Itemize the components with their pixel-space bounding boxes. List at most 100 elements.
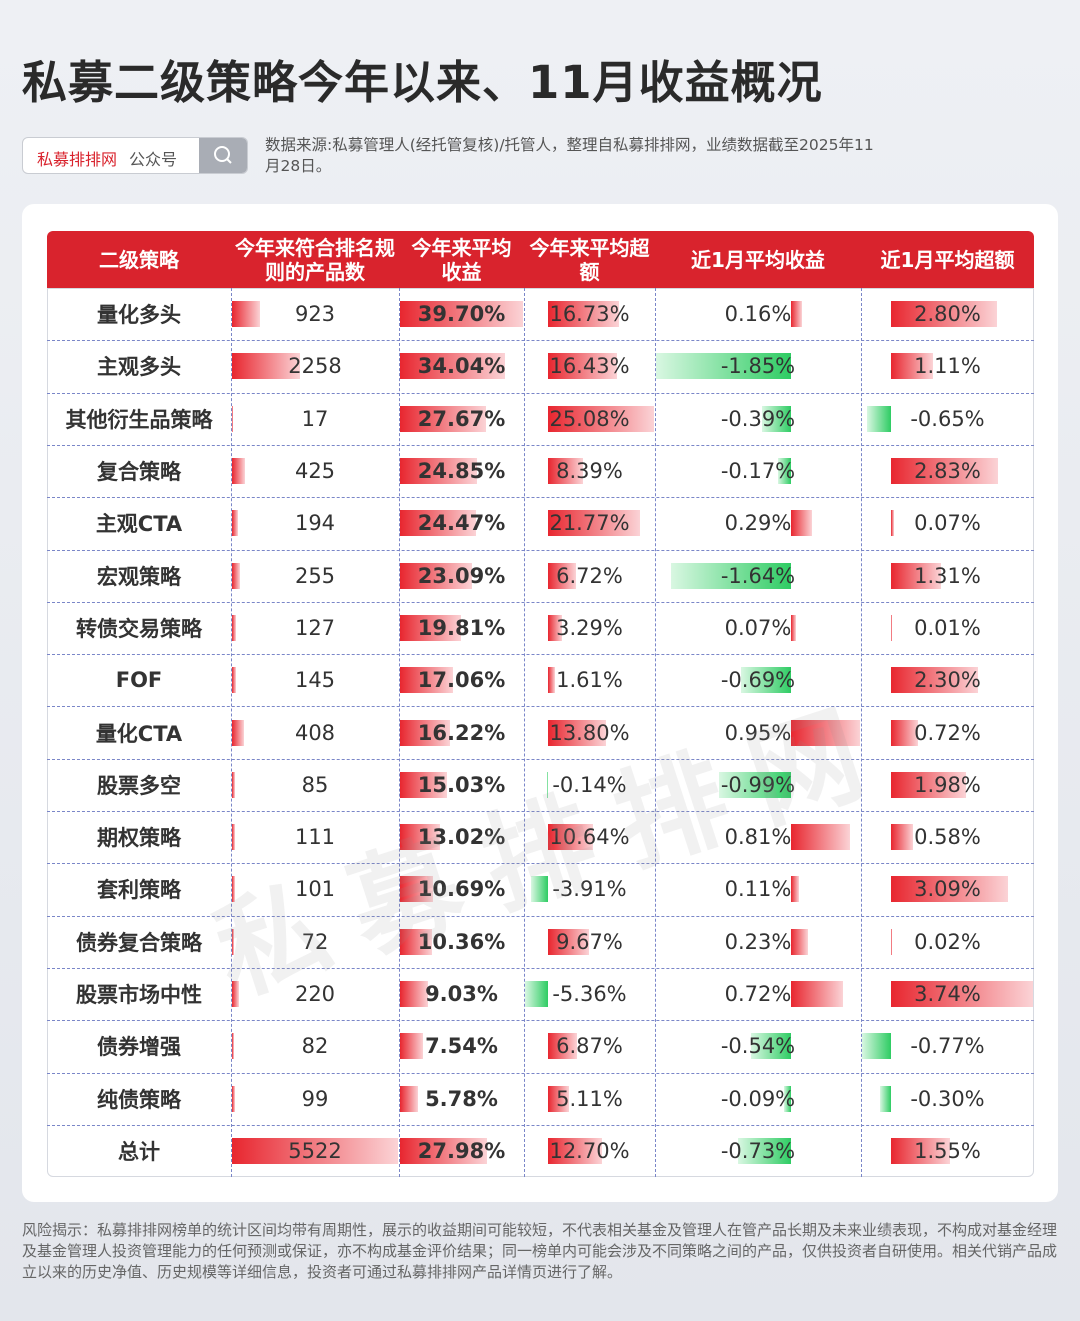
cell-value: -1.85%	[720, 354, 796, 379]
data-bar	[400, 667, 453, 694]
cell-value: 5.11%	[556, 1086, 623, 1111]
cell-value: 7.54%	[425, 1034, 498, 1059]
cell-value: 1.55%	[914, 1138, 981, 1163]
data-bar	[232, 876, 236, 903]
data-bar	[547, 301, 619, 328]
cell-value: 34.04%	[417, 354, 506, 379]
cell-value: 5522	[288, 1138, 342, 1163]
cell-value: 111	[294, 825, 336, 850]
cell-value: 1.11%	[914, 354, 981, 379]
search-icon	[214, 146, 232, 164]
cell-value: 194	[294, 511, 336, 536]
search-brand: 私募排排网	[37, 150, 118, 169]
data-bar	[891, 719, 919, 746]
cell-value: 17.06%	[417, 668, 506, 693]
cell-value: -0.69%	[720, 668, 796, 693]
data-bar	[232, 1137, 398, 1164]
cell-value: 0.58%	[914, 825, 981, 850]
strategy-name: 复合策略	[97, 460, 181, 485]
data-bar	[547, 1085, 570, 1112]
row-divider	[47, 811, 1034, 812]
data-bar	[547, 353, 618, 380]
column-divider	[861, 288, 862, 1178]
data-bar	[891, 876, 1009, 903]
data-bar	[790, 719, 860, 746]
data-bar	[232, 771, 235, 798]
cell-value: -0.77%	[910, 1034, 985, 1059]
cell-value: 3.29%	[556, 615, 623, 640]
column-header: 二级策略	[99, 247, 179, 272]
row-divider	[47, 392, 1034, 394]
strategy-name: 转债交易策略	[76, 616, 202, 641]
cell-value: 0.01%	[914, 615, 981, 640]
search-suffix: 公众号	[129, 150, 178, 169]
search-button[interactable]	[199, 138, 247, 173]
strategy-name: FOF	[115, 668, 163, 693]
data-bar	[547, 510, 640, 537]
data-bar	[547, 1137, 602, 1164]
data-bar	[547, 458, 584, 485]
cell-value: 16.43%	[549, 354, 630, 379]
data-bar	[891, 771, 967, 798]
column-divider	[655, 288, 656, 1178]
row-divider	[47, 863, 1034, 865]
cell-value: 0.23%	[724, 929, 792, 954]
strategy-name: 债券增强	[97, 1035, 181, 1060]
strategy-name: 主观多头	[97, 355, 181, 380]
cell-value: 255	[294, 563, 336, 588]
data-bar	[400, 614, 462, 641]
cell-value: 15.03%	[417, 772, 506, 797]
cell-value: 6.87%	[556, 1034, 623, 1059]
search-box[interactable]: 私募排排网 公众号	[22, 137, 248, 174]
data-bar	[232, 667, 237, 694]
data-bar	[790, 824, 850, 851]
cell-value: 1.31%	[914, 563, 981, 588]
data-bar	[778, 458, 791, 485]
data-bar	[400, 1137, 487, 1164]
data-bar	[740, 667, 791, 694]
cell-value: 5.78%	[425, 1086, 498, 1111]
strategy-name: 宏观策略	[97, 564, 181, 589]
row-divider	[47, 654, 1034, 656]
cell-value: 13.02%	[417, 825, 506, 850]
row-divider	[47, 497, 1034, 499]
row-divider	[47, 549, 1034, 551]
data-bar	[400, 928, 433, 955]
cell-value: -0.39%	[720, 406, 796, 431]
data-bar	[866, 405, 892, 432]
data-bar	[718, 771, 791, 798]
cell-value: 3.09%	[914, 877, 981, 902]
data-bar	[400, 510, 476, 537]
cell-value: 0.81%	[724, 825, 792, 850]
data-bar	[547, 562, 577, 589]
data-bar	[232, 562, 240, 589]
data-bar	[891, 301, 998, 328]
data-bar	[891, 458, 999, 485]
column-divider	[399, 288, 400, 1178]
data-bar	[862, 1033, 892, 1060]
data-bar	[790, 614, 796, 641]
row-divider	[47, 340, 1034, 342]
data-bar	[891, 562, 941, 589]
title: 私募二级策略今年以来、11月收益概况	[22, 56, 823, 109]
cell-value: 19.81%	[417, 615, 506, 640]
cell-value: 10.36%	[417, 929, 506, 954]
data-bar	[671, 562, 791, 589]
cell-value: -0.99%	[720, 772, 796, 797]
data-bar	[232, 405, 233, 432]
data-bar	[232, 981, 239, 1008]
cell-value: -5.36%	[552, 982, 627, 1007]
data-bar	[762, 405, 791, 432]
row-divider	[47, 601, 1034, 603]
column-header: 近1月平均超额	[880, 247, 1015, 272]
data-bar	[531, 876, 548, 903]
data-bar	[784, 1085, 791, 1112]
data-bar	[232, 458, 245, 485]
strategy-name: 量化多头	[97, 303, 181, 328]
data-bar	[547, 719, 607, 746]
data-bar	[790, 928, 808, 955]
cell-value: 24.47%	[417, 511, 506, 536]
data-bar	[891, 981, 1033, 1008]
data-bar	[656, 353, 791, 380]
cell-value: 923	[294, 302, 336, 327]
